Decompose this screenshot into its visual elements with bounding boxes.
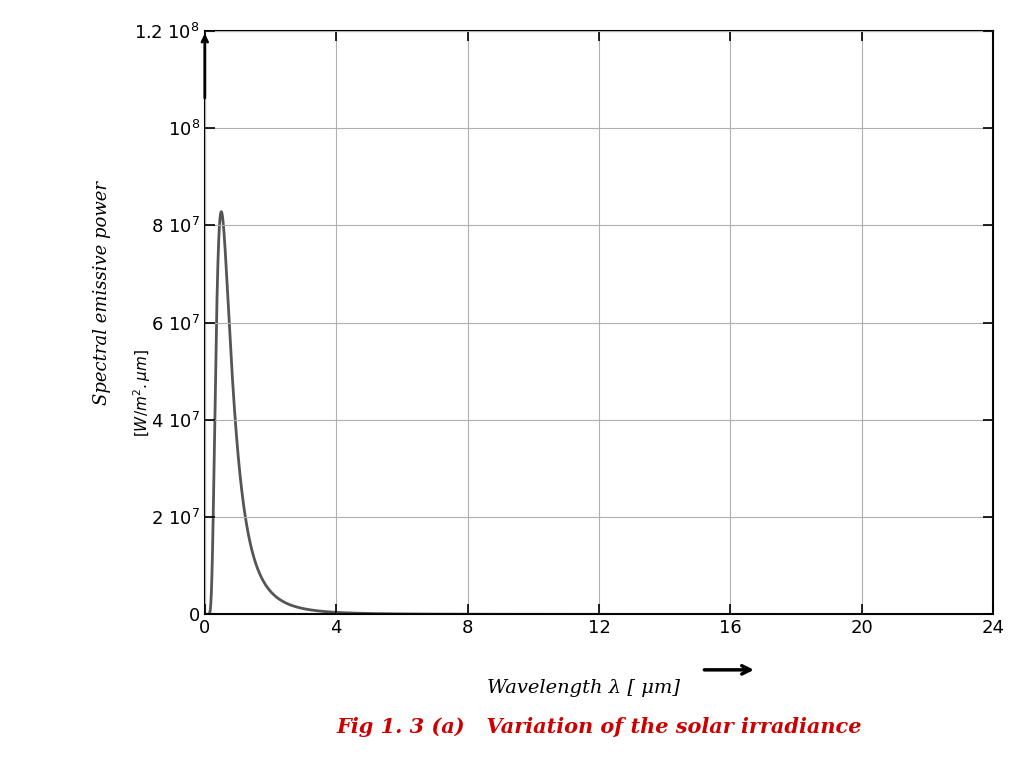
Text: Fig 1. 3 (a)   Variation of the solar irradiance: Fig 1. 3 (a) Variation of the solar irra…: [336, 717, 862, 737]
Text: Wavelength λ [ μm]: Wavelength λ [ μm]: [486, 679, 680, 697]
Text: $[W/m^2.\mu m]$: $[W/m^2.\mu m]$: [131, 349, 153, 437]
Text: Spectral emissive power: Spectral emissive power: [93, 181, 112, 406]
